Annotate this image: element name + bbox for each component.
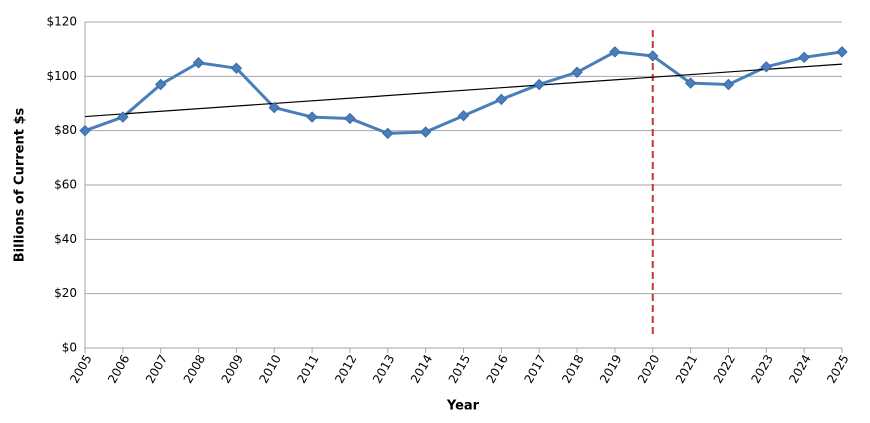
x-tick-label: 2022 xyxy=(711,352,738,385)
data-marker xyxy=(684,77,697,89)
data-marker xyxy=(571,66,583,78)
data-marker xyxy=(117,111,129,123)
x-tick-label: 2025 xyxy=(824,352,851,385)
x-tick-label: 2008 xyxy=(181,352,208,385)
data-marker xyxy=(79,124,91,137)
x-tick-label: 2013 xyxy=(370,352,397,385)
x-tick-label: 2024 xyxy=(786,352,813,385)
x-tick-label: 2007 xyxy=(143,352,170,385)
trend-line xyxy=(84,63,843,118)
data-marker xyxy=(647,50,659,62)
x-tick-label: 2015 xyxy=(446,352,473,385)
x-tick-label: 2006 xyxy=(105,352,132,385)
x-tick-label: 2005 xyxy=(67,352,94,385)
x-axis-title: Year xyxy=(446,399,480,414)
data-marker xyxy=(533,78,545,91)
x-tick-label: 2011 xyxy=(294,352,321,385)
y-tick-label: $60 xyxy=(54,178,77,192)
y-tick-label: $0 xyxy=(62,341,77,355)
data-marker xyxy=(798,51,810,64)
data-marker xyxy=(609,46,621,58)
data-marker xyxy=(760,61,773,73)
y-tick-label: $80 xyxy=(54,123,77,137)
x-tick-label: 2010 xyxy=(256,352,283,385)
data-marker xyxy=(457,110,470,122)
data-marker xyxy=(382,127,394,140)
y-tick-label: $20 xyxy=(54,286,77,300)
x-tick-label: 2021 xyxy=(673,352,700,385)
x-tick-label: 2018 xyxy=(559,352,586,385)
x-tick-label: 2017 xyxy=(521,352,548,385)
data-marker xyxy=(154,78,167,91)
data-marker xyxy=(419,126,432,138)
x-tick-label: 2016 xyxy=(484,352,511,385)
y-tick-label: $40 xyxy=(54,232,77,246)
data-marker xyxy=(230,62,243,74)
data-marker xyxy=(495,93,508,106)
x-tick-label: 2023 xyxy=(749,352,776,385)
y-tick-label: $100 xyxy=(46,69,77,83)
data-marker xyxy=(192,57,205,69)
x-tick-label: 2014 xyxy=(408,352,435,385)
x-tick-label: 2009 xyxy=(219,352,246,385)
y-tick-label: $120 xyxy=(46,15,77,29)
data-marker xyxy=(268,101,280,114)
data-marker xyxy=(306,111,318,123)
data-marker xyxy=(344,112,356,125)
x-tick-label: 2020 xyxy=(635,352,662,385)
data-marker xyxy=(836,46,848,58)
x-tick-label: 2012 xyxy=(332,352,359,385)
y-axis-title: Billions of Current $s xyxy=(13,107,28,262)
data-marker xyxy=(722,78,735,91)
x-tick-label: 2019 xyxy=(597,352,624,385)
